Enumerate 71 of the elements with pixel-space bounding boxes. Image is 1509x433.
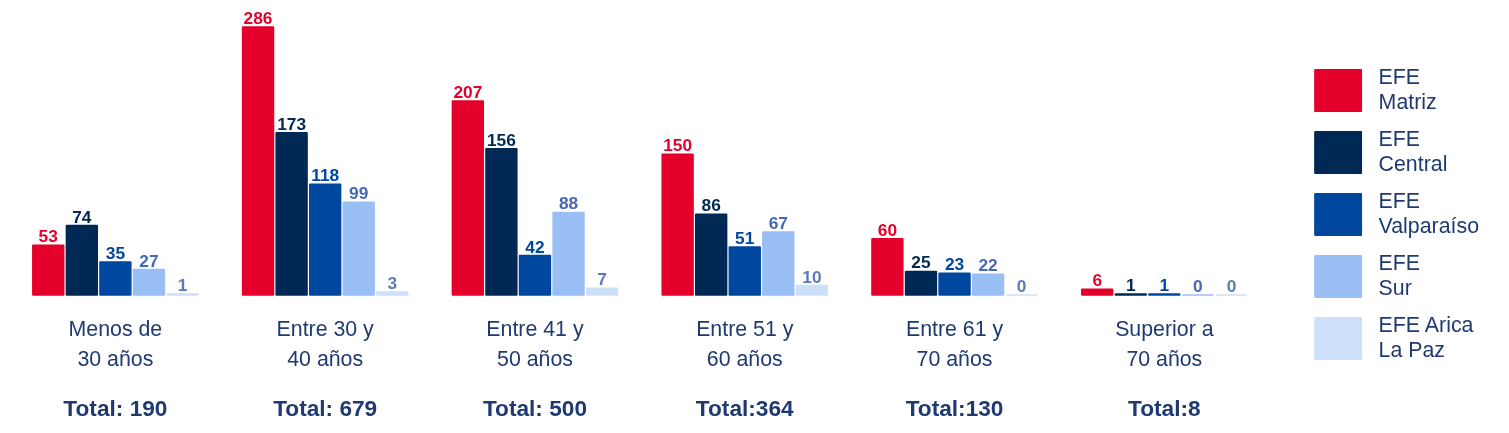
data-label: 1 (1125, 274, 1136, 295)
text: Total:130 (905, 394, 1004, 421)
data-label: 1 (177, 274, 188, 295)
data-label: 23 (944, 254, 965, 275)
data-label: 0 (1193, 275, 1203, 296)
bar (241, 26, 275, 296)
data-label: 286 (243, 7, 273, 28)
data-label: 0 (1016, 275, 1027, 296)
bar (518, 254, 552, 296)
data-label: 86 (701, 195, 722, 216)
legend-label: EFE Matriz (1378, 65, 1437, 115)
data-label: 42 (525, 236, 545, 257)
x-tick-label: Entre 41 y 50 años (486, 316, 584, 371)
bar (904, 270, 938, 296)
data-label: 173 (277, 113, 307, 134)
text: Total:364 (695, 394, 795, 421)
bar (938, 272, 971, 296)
data-label: 6 (1092, 270, 1103, 291)
legend-label: EFE Arica La Paz (1378, 313, 1474, 363)
x-tick-label: Menos de 30 años (68, 316, 163, 371)
bar (762, 231, 795, 296)
bar (342, 201, 375, 296)
data-label: 88 (558, 193, 579, 214)
bar (552, 211, 585, 296)
data-label: 99 (349, 183, 369, 204)
x-tick-label: Entre 61 y 70 años (905, 316, 1004, 371)
bar (451, 100, 485, 296)
bar (728, 246, 761, 296)
text: Total: 500 (482, 394, 588, 421)
data-label: 1 (1159, 274, 1170, 295)
bar (99, 261, 132, 296)
bar (795, 284, 829, 296)
bar (275, 132, 308, 296)
bar (1081, 288, 1114, 296)
bar (132, 268, 166, 296)
data-label: 10 (802, 266, 822, 287)
legend-label: EFE Central (1378, 127, 1448, 177)
data-label: 207 (453, 81, 483, 102)
data-label: 51 (735, 228, 755, 249)
x-tick-label: Entre 51 y 60 años (696, 316, 794, 371)
bar (585, 287, 619, 296)
bar (871, 237, 904, 296)
bar (661, 153, 694, 296)
bar (485, 147, 518, 296)
legend-label: EFE Sur (1378, 251, 1421, 301)
data-label: 27 (139, 250, 159, 271)
data-label: 156 (486, 129, 517, 150)
bar (308, 183, 342, 296)
bar (65, 224, 99, 296)
text: Total: 679 (273, 394, 378, 421)
bar (32, 244, 65, 296)
data-label: 3 (387, 273, 398, 294)
data-label: 7 (597, 269, 607, 290)
data-label: 22 (978, 255, 998, 276)
data-label: 53 (38, 226, 59, 247)
bar (695, 213, 728, 296)
bar (376, 291, 409, 296)
data-label: 118 (311, 165, 340, 186)
text: Total: 190 (63, 394, 168, 421)
data-label: 67 (768, 213, 788, 234)
legend-label: EFE Valparaíso (1378, 189, 1479, 239)
data-label: 25 (911, 252, 931, 273)
bar (971, 273, 1005, 296)
data-label: 60 (877, 219, 898, 240)
data-label: 74 (72, 206, 92, 227)
x-tick-label: Entre 30 y 40 años (276, 316, 375, 371)
data-label: 150 (663, 135, 693, 156)
text: Total:8 (1128, 394, 1201, 421)
x-tick-label: Superior a 70 años (1115, 316, 1214, 371)
data-label: 0 (1226, 275, 1237, 296)
data-label: 35 (105, 243, 126, 264)
